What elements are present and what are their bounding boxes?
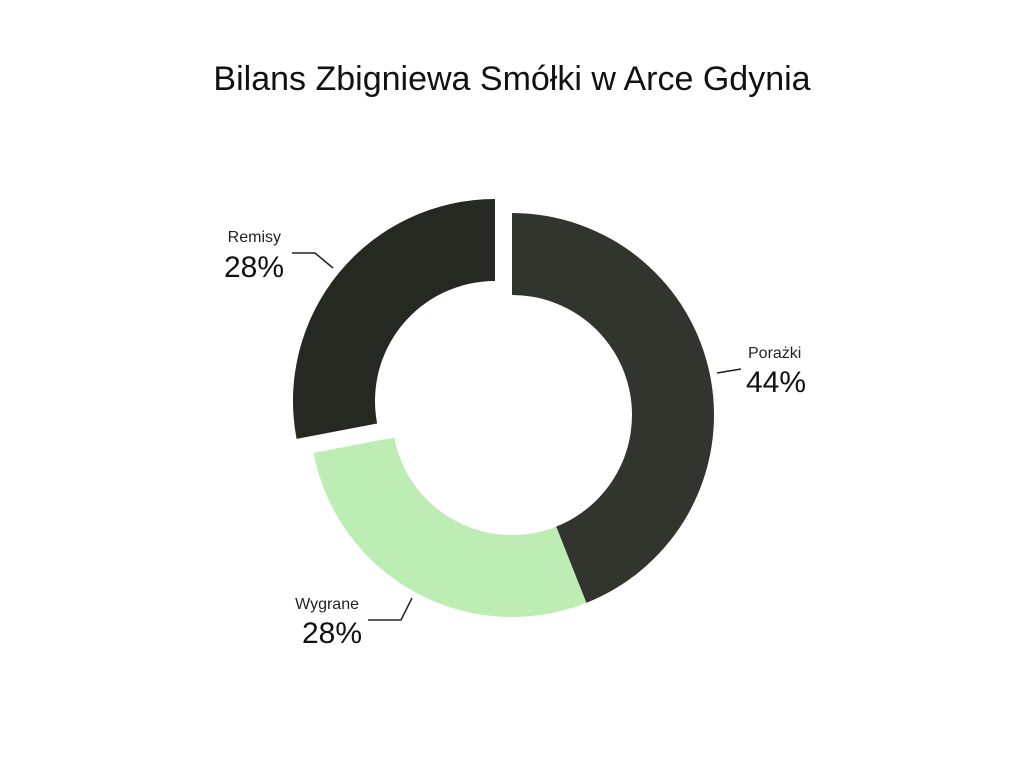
slice-wygrane (313, 437, 587, 617)
slice-value-label: 28% (224, 251, 284, 284)
leader-line (716, 368, 742, 374)
slice-label: Porażki (748, 345, 801, 362)
slice-value-label: 44% (746, 366, 806, 399)
leader-line (368, 597, 413, 621)
chart-title: Bilans Zbigniewa Smółki w Arce Gdynia (213, 60, 811, 98)
slice-remisy (293, 199, 495, 439)
leader-line (292, 252, 334, 269)
slice-value-label: 28% (302, 617, 362, 650)
slice-label: Remisy (228, 229, 281, 246)
slice-porażki (512, 213, 715, 603)
slice-label: Wygrane (295, 596, 359, 613)
